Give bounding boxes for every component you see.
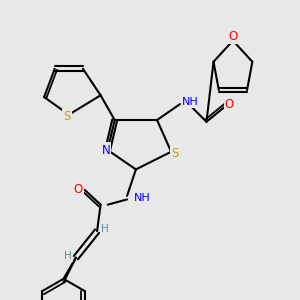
Text: H: H xyxy=(101,224,109,234)
Text: S: S xyxy=(171,147,178,160)
Text: O: O xyxy=(228,30,238,43)
Text: NH: NH xyxy=(134,193,151,202)
Text: O: O xyxy=(74,183,83,196)
Text: N: N xyxy=(101,143,110,157)
Text: H: H xyxy=(64,251,72,261)
Text: NH: NH xyxy=(182,98,199,107)
Text: O: O xyxy=(225,98,234,111)
Text: S: S xyxy=(63,110,71,123)
